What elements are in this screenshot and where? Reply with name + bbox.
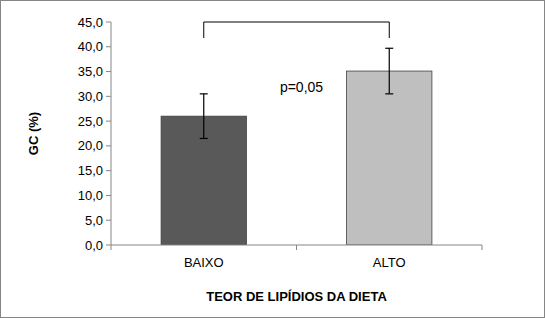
x-tick-label: BAIXO — [184, 255, 224, 270]
y-tick-label: 15,0 — [78, 163, 103, 178]
bars — [161, 48, 432, 245]
error-bar — [385, 48, 393, 94]
x-tick — [296, 245, 297, 250]
chart: 0,0 5,0 10,0 15,0 20,0 25,0 30,0 35,0 40,0 45,0 BA… — [0, 0, 545, 318]
y-axis-label: GC (%) — [26, 112, 41, 155]
y-tick — [106, 121, 111, 122]
significance-bracket — [204, 22, 390, 38]
y-tick-label: 5,0 — [85, 213, 103, 228]
y-tick — [106, 96, 111, 97]
x-tick — [111, 245, 112, 250]
y-axis — [111, 22, 112, 245]
y-tick-label: 30,0 — [78, 89, 103, 104]
y-tick-label: 20,0 — [78, 138, 103, 153]
y-tick-label: 10,0 — [78, 188, 103, 203]
y-tick — [106, 245, 111, 246]
y-tick-label: 0,0 — [85, 238, 103, 253]
y-tick — [106, 145, 111, 146]
y-tick — [106, 220, 111, 221]
y-tick — [106, 170, 111, 171]
y-tick — [106, 22, 111, 23]
y-tick-label: 25,0 — [78, 114, 103, 129]
y-tick — [106, 71, 111, 72]
bar — [347, 71, 432, 245]
annotation: p=0,05 — [280, 79, 323, 95]
y-tick-label: 45,0 — [78, 15, 103, 30]
chart-frame — [1, 1, 545, 318]
y-tick-label: 40,0 — [78, 39, 103, 54]
y-tick — [106, 46, 111, 47]
y-tick-label: 35,0 — [78, 64, 103, 79]
y-tick — [106, 195, 111, 196]
x-tick-label: ALTO — [373, 255, 406, 270]
x-tick — [482, 245, 483, 250]
error-bar — [200, 94, 208, 139]
x-axis-label: TEOR DE LIPÍDIOS DA DIETA — [206, 289, 387, 304]
